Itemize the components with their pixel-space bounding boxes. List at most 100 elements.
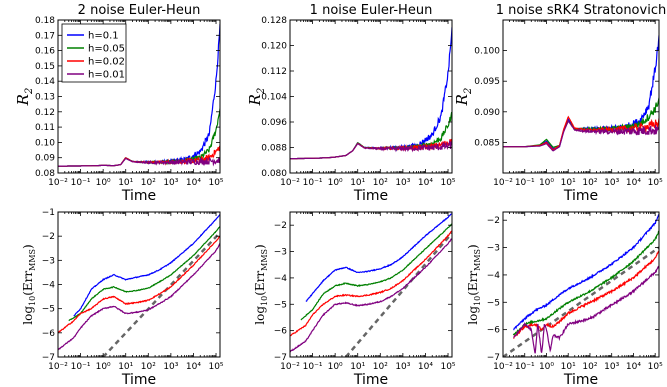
x-tick-label: 10⁻²: [493, 178, 513, 188]
x-tick-label: 10³: [395, 178, 410, 188]
x-tick-label: 10⁵: [208, 362, 223, 372]
panel-3: 1 noise sRK4 Stratonovich 10⁻² 10⁻¹ 10⁰ 10¹ 1…: [453, 3, 666, 204]
legend-entry-label: h=0.05: [88, 44, 125, 55]
x-axis-label: Time: [121, 188, 156, 204]
x-axis-label: Time: [353, 372, 388, 387]
y-tick-label: 0.12: [35, 108, 55, 118]
y-tick-label: −2: [487, 216, 500, 226]
x-tick-label: 10⁻¹: [303, 178, 323, 188]
x-tick-label: 10¹: [561, 178, 576, 188]
x-tick-label: 10⁻¹: [303, 362, 323, 372]
x-tick-label: 10²: [373, 362, 388, 372]
y-tick-label: −5: [274, 300, 287, 310]
plot-frame: [289, 19, 453, 174]
y-tick-label: 0.120: [261, 42, 287, 52]
y-tick-label: 0.17: [35, 31, 55, 41]
series-line-h=0.05: [58, 108, 220, 167]
y-tick-label: −7: [274, 353, 287, 363]
y-axis-label: R2: [453, 88, 474, 107]
y-tick-label: 0.11: [35, 123, 55, 133]
plot-frame: [502, 211, 660, 358]
x-tick-label: 10³: [604, 362, 619, 372]
panel-4: 10⁻² 10⁻¹ 10⁰ 10¹ 10² 10³ 10⁴ 10⁵ −7 −6 −5 −4 −3 −2 −1…: [21, 208, 224, 387]
series-line-h=0.05: [290, 111, 452, 160]
y-tick-label: −7: [42, 353, 55, 363]
panel-title: 1 noise sRK4 Stratonovich: [496, 3, 666, 18]
x-tick-label: 10⁰: [96, 178, 111, 188]
panel-1: 2 noise Euler-Heun 10⁻² 10⁻¹ 10⁰ 10¹ 10² 10³ 10…: [14, 3, 224, 204]
series-line-h=0.01: [58, 242, 220, 351]
series-line-h=0.01: [513, 265, 659, 354]
y-tick-label: −3: [42, 256, 55, 266]
series-line-h=0.01: [503, 120, 659, 152]
legend: h=0.1 h=0.05 h=0.02 h=0.01: [61, 23, 127, 83]
x-tick-label: 10⁰: [539, 178, 554, 188]
x-tick-label: 10⁻²: [48, 178, 68, 188]
x-tick-label: 10¹: [118, 362, 133, 372]
x-tick-label: 10¹: [118, 178, 133, 188]
y-tick-label: −6: [42, 329, 56, 339]
series-line-h=0.01: [290, 238, 452, 353]
y-tick-label: 0.128: [261, 16, 287, 26]
x-tick-label: 10⁴: [186, 362, 201, 372]
x-tick-label: 10⁴: [418, 178, 433, 188]
y-tick-label: 0.090: [474, 108, 500, 118]
x-axis-label: Time: [563, 188, 598, 204]
x-tick-label: 10⁻¹: [515, 362, 535, 372]
series-line-h=0.05: [68, 226, 220, 322]
y-tick-label: −3: [274, 248, 287, 258]
panel-2: 1 noise Euler-Heun 10⁻² 10⁻¹ 10⁰ 10¹ 10² 10³ 10…: [246, 3, 456, 204]
x-tick-label: 10⁵: [208, 178, 223, 188]
y-tick-label: −6: [274, 327, 288, 337]
y-tick-label: −7: [487, 353, 500, 363]
plot-frame: [57, 211, 221, 358]
y-axis-label: log10(ErrMMS): [21, 244, 37, 324]
plot-frame: [502, 19, 660, 174]
series-line-h=0.02: [513, 250, 659, 339]
x-tick-label: 10²: [141, 178, 156, 188]
reference-slope-line: [344, 232, 452, 357]
x-tick-label: 10⁵: [648, 178, 663, 188]
y-tick-label: 0.080: [261, 169, 287, 179]
x-tick-label: 10²: [141, 362, 156, 372]
legend-entry-label: h=0.1: [88, 31, 119, 42]
series-line-h=0.1: [513, 213, 659, 331]
reference-slope-line: [503, 246, 659, 357]
series-line-h=0.1: [73, 213, 220, 317]
x-axis-label: Time: [121, 372, 156, 387]
x-tick-label: 10⁵: [440, 362, 455, 372]
x-tick-label: 10¹: [561, 362, 576, 372]
y-tick-label: 0.100: [474, 47, 500, 57]
x-tick-label: 10⁰: [328, 362, 343, 372]
y-tick-label: 0.112: [261, 67, 287, 77]
x-tick-label: 10⁻¹: [71, 362, 91, 372]
y-tick-label: 0.09: [35, 154, 55, 164]
x-tick-label: 10⁴: [418, 362, 433, 372]
series-line-h=0.05: [512, 230, 659, 336]
y-tick-label: 0.096: [261, 118, 287, 128]
y-tick-label: 0.085: [474, 138, 500, 148]
y-tick-label: −3: [487, 244, 500, 254]
y-tick-label: −4: [274, 274, 288, 284]
legend-entry-label: h=0.01: [88, 70, 125, 81]
x-tick-label: 10⁰: [328, 178, 343, 188]
legend-entry-label: h=0.02: [88, 57, 125, 68]
y-tick-label: 0.088: [261, 144, 287, 154]
y-tick-label: −2: [274, 221, 287, 231]
series-line-h=0.02: [58, 235, 220, 334]
y-tick-label: 0.13: [35, 93, 55, 103]
x-tick-label: 10⁻²: [493, 362, 513, 372]
panel-6: 10⁻² 10⁻¹ 10⁰ 10¹ 10² 10³ 10⁴ 10⁵ −7 −6 −5 −4 −3 −2 Ti…: [466, 211, 663, 387]
y-tick-label: −4: [42, 281, 56, 291]
series-line-h=0.05: [300, 223, 452, 321]
x-tick-label: 10³: [163, 178, 178, 188]
y-tick-label: 0.16: [35, 47, 55, 57]
panel-title: 1 noise Euler-Heun: [310, 3, 433, 18]
x-tick-label: 10⁴: [186, 178, 201, 188]
x-tick-label: 10⁻²: [280, 362, 300, 372]
y-tick-label: 0.14: [35, 77, 55, 87]
y-axis-label: log10(ErrMMS): [466, 244, 482, 324]
y-tick-label: −1: [42, 208, 55, 218]
x-axis-label: Time: [563, 372, 598, 387]
